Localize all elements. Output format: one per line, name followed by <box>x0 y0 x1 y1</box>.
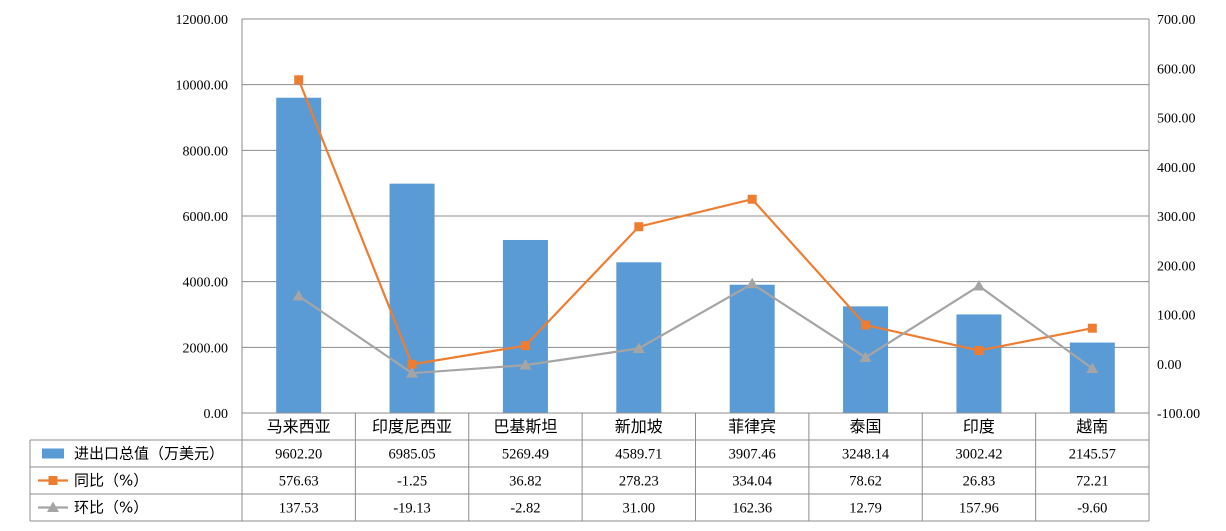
point-marker-triangle <box>406 367 419 378</box>
category-label: 马来西亚 <box>267 417 331 436</box>
data-label: 5269.49 <box>502 447 549 463</box>
data-label: 36.82 <box>509 474 542 490</box>
bar <box>956 314 1002 413</box>
data-label: -9.60 <box>1077 501 1107 517</box>
point-marker-square <box>294 75 304 85</box>
left-tick-label: 6000.00 <box>183 210 229 225</box>
point-marker-square <box>747 194 757 204</box>
series-line <box>298 282 1093 375</box>
legend-label: 同比（%） <box>74 472 148 490</box>
right-tick-label: 300.00 <box>1157 210 1196 225</box>
left-tick-label: 8000.00 <box>183 144 229 159</box>
data-label: 157.96 <box>959 501 999 517</box>
point-marker-square <box>861 320 871 330</box>
category-label: 印度 <box>963 417 995 436</box>
legend-key-bar <box>42 448 64 459</box>
data-label: 78.62 <box>849 474 882 490</box>
bar <box>276 97 322 413</box>
data-label: 3907.46 <box>729 447 776 463</box>
category-label: 新加坡 <box>615 417 663 436</box>
bar <box>502 239 548 413</box>
data-label: 31.00 <box>623 501 656 517</box>
right-tick-label: 700.00 <box>1157 13 1196 28</box>
data-label: 3248.14 <box>842 447 890 463</box>
legend-key-marker <box>48 476 58 485</box>
bar <box>729 284 775 413</box>
bar <box>616 262 662 413</box>
category-label: 越南 <box>1076 417 1108 436</box>
data-label: 6985.05 <box>389 447 436 463</box>
left-tick-label: 10000.00 <box>176 79 229 94</box>
data-label: 12.79 <box>849 501 882 517</box>
bar-series <box>276 97 1115 413</box>
category-label: 泰国 <box>850 417 882 436</box>
data-label: 9602.20 <box>275 447 322 463</box>
data-label: 3002.42 <box>955 447 1002 463</box>
point-marker-square <box>974 346 984 356</box>
point-marker-square <box>1087 323 1097 333</box>
left-tick-label: 12000.00 <box>176 13 229 28</box>
data-label: -1.25 <box>397 474 427 490</box>
point-marker-triangle <box>632 342 645 353</box>
right-tick-label: -100.00 <box>1157 407 1200 422</box>
point-marker-square <box>407 359 417 369</box>
line-series <box>292 75 1099 378</box>
data-label: -2.82 <box>510 501 540 517</box>
right-tick-label: 0.00 <box>1157 358 1182 373</box>
point-marker-triangle <box>519 359 532 370</box>
series-line <box>297 79 1093 366</box>
legend-key-marker <box>47 501 59 512</box>
axes: 0.00 2000.00 4000.00 6000.00 8000.00 10000.00… <box>176 13 1201 422</box>
category-label: 印度尼西亚 <box>372 417 452 436</box>
data-label: 26.83 <box>963 474 996 490</box>
point-marker-triangle <box>746 277 759 289</box>
right-tick-label: 100.00 <box>1157 309 1196 324</box>
right-tick-label: 500.00 <box>1157 112 1196 127</box>
data-label: -19.13 <box>393 501 430 517</box>
bar <box>389 183 435 413</box>
data-label: 137.53 <box>279 501 319 517</box>
left-tick-label: 4000.00 <box>183 276 229 291</box>
left-tick-label: 2000.00 <box>183 341 229 356</box>
left-tick-label: 0.00 <box>204 407 229 422</box>
point-marker-square <box>634 222 644 232</box>
category-label: 菲律宾 <box>728 417 776 436</box>
right-tick-label: 200.00 <box>1157 259 1196 274</box>
bar <box>1069 342 1115 413</box>
point-marker-square <box>520 341 530 351</box>
data-label: 576.63 <box>279 474 319 490</box>
right-tick-label: 400.00 <box>1157 161 1196 176</box>
point-marker-triangle <box>972 279 985 291</box>
data-label: 72.21 <box>1076 474 1109 490</box>
data-label: 4589.71 <box>615 447 662 463</box>
legend-label: 环比（%） <box>74 499 148 517</box>
data-label: 334.04 <box>732 474 773 490</box>
data-label: 278.23 <box>619 474 659 490</box>
legend-label: 进出口总值（万美元） <box>74 445 224 463</box>
point-marker-triangle <box>292 290 305 301</box>
category-label: 巴基斯坦 <box>493 417 557 436</box>
right-tick-label: 600.00 <box>1157 62 1196 77</box>
point-marker-triangle <box>859 351 872 362</box>
gridlines <box>242 18 1149 348</box>
data-label: 2145.57 <box>1069 447 1116 463</box>
point-marker-triangle <box>1086 362 1099 373</box>
data-label: 162.36 <box>732 501 772 517</box>
